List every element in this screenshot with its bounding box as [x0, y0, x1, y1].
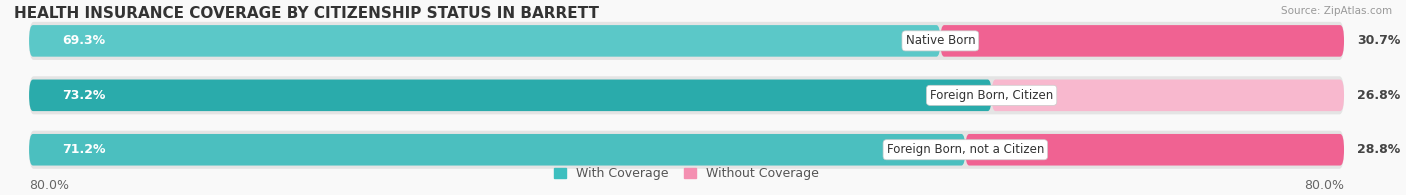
Text: 69.3%: 69.3%: [62, 34, 105, 47]
FancyBboxPatch shape: [966, 134, 1344, 166]
FancyBboxPatch shape: [30, 80, 991, 111]
Text: Source: ZipAtlas.com: Source: ZipAtlas.com: [1281, 6, 1392, 16]
Text: 71.2%: 71.2%: [62, 143, 105, 156]
FancyBboxPatch shape: [30, 131, 1344, 169]
FancyBboxPatch shape: [30, 134, 966, 166]
Text: Foreign Born, not a Citizen: Foreign Born, not a Citizen: [887, 143, 1045, 156]
Text: 80.0%: 80.0%: [1303, 179, 1344, 192]
FancyBboxPatch shape: [30, 25, 941, 57]
Text: Native Born: Native Born: [905, 34, 976, 47]
FancyBboxPatch shape: [30, 76, 1344, 114]
Text: 80.0%: 80.0%: [30, 179, 69, 192]
FancyBboxPatch shape: [991, 80, 1344, 111]
Text: 73.2%: 73.2%: [62, 89, 105, 102]
FancyBboxPatch shape: [941, 25, 1344, 57]
Legend: With Coverage, Without Coverage: With Coverage, Without Coverage: [548, 162, 824, 185]
Text: HEALTH INSURANCE COVERAGE BY CITIZENSHIP STATUS IN BARRETT: HEALTH INSURANCE COVERAGE BY CITIZENSHIP…: [14, 6, 599, 21]
Text: 30.7%: 30.7%: [1357, 34, 1400, 47]
Text: 28.8%: 28.8%: [1357, 143, 1400, 156]
Text: Foreign Born, Citizen: Foreign Born, Citizen: [929, 89, 1053, 102]
Text: 26.8%: 26.8%: [1357, 89, 1400, 102]
FancyBboxPatch shape: [30, 22, 1344, 60]
